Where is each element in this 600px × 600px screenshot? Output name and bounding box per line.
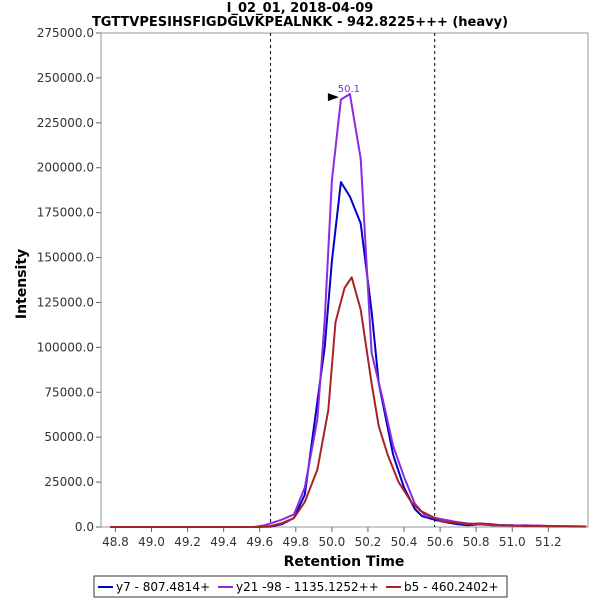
y-axis-label: Intensity xyxy=(14,249,30,319)
x-tick-label: 49.2 xyxy=(174,535,201,549)
plot-area xyxy=(100,32,589,528)
legend-box xyxy=(93,575,508,598)
x-tick-label: 48.8 xyxy=(102,535,129,549)
y-tick-label: 50000.0 xyxy=(44,430,94,444)
legend-label: y21 -98 - 1135.1252++ xyxy=(236,580,379,594)
chart-title: I_02_01, 2018-04-09 xyxy=(227,1,374,16)
legend: y7 - 807.4814+ y21 -98 - 1135.1252++ b5 - … xyxy=(98,580,499,594)
x-axis-label: Retention Time xyxy=(284,554,405,570)
y-tick-label: 25000.0 xyxy=(44,475,94,489)
y-tick-label: 250000.0 xyxy=(37,71,94,85)
peak-arrow xyxy=(327,93,339,102)
peak-annotation: 50.1 xyxy=(327,84,360,102)
y-tick-label: 0.0 xyxy=(75,520,94,534)
y-tick-label: 100000.0 xyxy=(37,340,94,354)
chart-subtitle: TGTTVPESIHSFIGDGLVKPEALNKK - 942.8225+++… xyxy=(92,15,508,30)
series-line xyxy=(110,276,587,528)
x-tick-label: 49.8 xyxy=(282,535,309,549)
x-tick-label: 50.2 xyxy=(355,535,382,549)
x-tick-label: 50.4 xyxy=(391,535,418,549)
x-tick-label: 51.0 xyxy=(499,535,526,549)
x-tick-label: 50.0 xyxy=(319,535,346,549)
y-tick-label: 125000.0 xyxy=(37,295,94,309)
x-tick-label: 49.6 xyxy=(246,535,273,549)
legend-label: b5 - 460.2402+ xyxy=(404,580,499,594)
y-tick-label: 150000.0 xyxy=(37,251,94,265)
series-lines xyxy=(110,93,587,528)
y-tick-label: 200000.0 xyxy=(37,161,94,175)
x-tick-label: 50.8 xyxy=(463,535,490,549)
x-axis: 48.8 49.0 49.2 49.4 49.6 49.8 50.0 50.2 50.4 50.6… xyxy=(102,527,562,549)
y-tick-label: 225000.0 xyxy=(37,116,94,130)
x-tick-label: 51.2 xyxy=(535,535,562,549)
integration-bounds xyxy=(270,33,436,527)
y-tick-label: 175000.0 xyxy=(37,206,94,220)
x-tick-label: 49.4 xyxy=(210,535,237,549)
y-tick-label: 275000.0 xyxy=(37,26,94,40)
legend-label: y7 - 807.4814+ xyxy=(116,580,210,594)
y-tick-label: 75000.0 xyxy=(44,385,94,399)
x-tick-label: 50.6 xyxy=(427,535,454,549)
x-tick-label: 49.0 xyxy=(138,535,165,549)
peak-label: 50.1 xyxy=(338,84,360,95)
y-axis: 0.0 25000.0 50000.0 75000.0 100000.0 125000.0… xyxy=(37,26,101,534)
